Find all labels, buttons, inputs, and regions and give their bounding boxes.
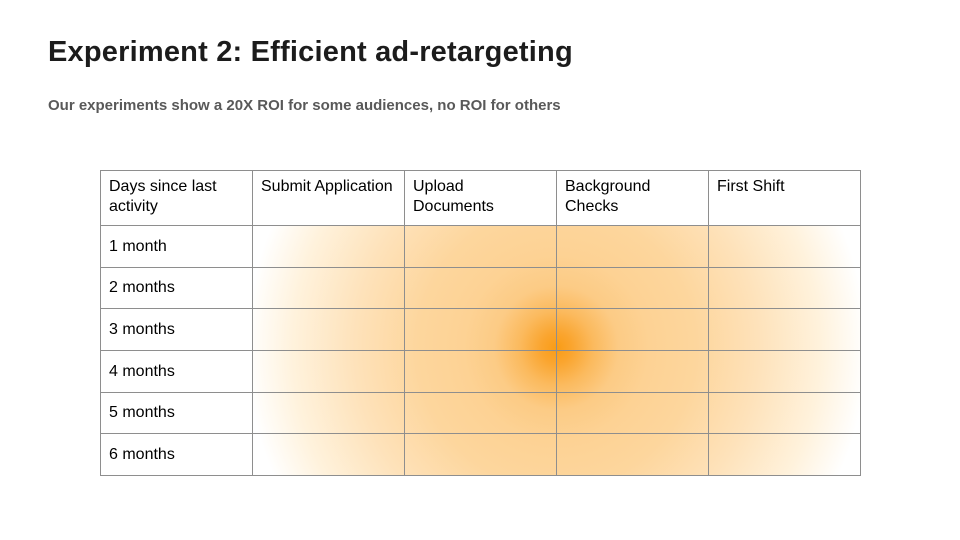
heat-cell [404,349,557,393]
heat-cell [252,349,405,393]
table-row-2-months: 2 months [100,266,861,310]
heat-cell [404,391,557,435]
table-row-3-months: 3 months [100,308,861,351]
heat-cell [556,225,709,268]
slide-title: Experiment 2: Efficient ad-retargeting [48,36,573,68]
row-label: 4 months [100,349,253,393]
heat-cell [252,266,405,310]
row-label: 1 month [100,225,253,268]
row-label: 3 months [100,308,253,351]
retargeting-heatmap-table: Days since last activity Submit Applicat… [100,170,861,476]
heat-cell [708,433,861,476]
heat-cell [404,266,557,310]
column-header-background-checks: Background Checks [556,170,709,226]
heat-cell [708,391,861,435]
heat-cell [252,225,405,268]
heat-cell [708,225,861,268]
row-label: 6 months [100,433,253,476]
column-header-first-shift: First Shift [708,170,861,226]
heat-cell [252,308,405,351]
heat-cell [708,349,861,393]
row-label: 5 months [100,391,253,435]
heat-cell [556,391,709,435]
heat-cell [556,308,709,351]
table-row-4-months: 4 months [100,349,861,393]
column-header-upload-documents: Upload Documents [404,170,557,226]
heat-cell [404,308,557,351]
table-row-6-months: 6 months [100,433,861,476]
heatmap-table-container: Days since last activity Submit Applicat… [100,170,861,476]
heat-cell [404,225,557,268]
heat-cell [708,308,861,351]
heat-cell [556,349,709,393]
table-row-1-month: 1 month [100,225,861,268]
heat-cell [404,433,557,476]
heat-cell [556,433,709,476]
heat-cell [252,433,405,476]
table-row-5-months: 5 months [100,391,861,435]
column-header-days-since-last-activity: Days since last activity [100,170,253,226]
row-label: 2 months [100,266,253,310]
heat-cell [252,391,405,435]
table-header-row: Days since last activity Submit Applicat… [100,170,861,226]
heat-cell [708,266,861,310]
slide-subtitle: Our experiments show a 20X ROI for some … [48,97,561,114]
column-header-submit-application: Submit Application [252,170,405,226]
heat-cell [556,266,709,310]
